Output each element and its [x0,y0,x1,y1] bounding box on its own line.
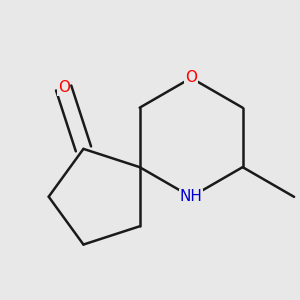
Text: O: O [185,70,197,86]
Text: NH: NH [180,189,202,204]
Text: O: O [58,80,70,95]
